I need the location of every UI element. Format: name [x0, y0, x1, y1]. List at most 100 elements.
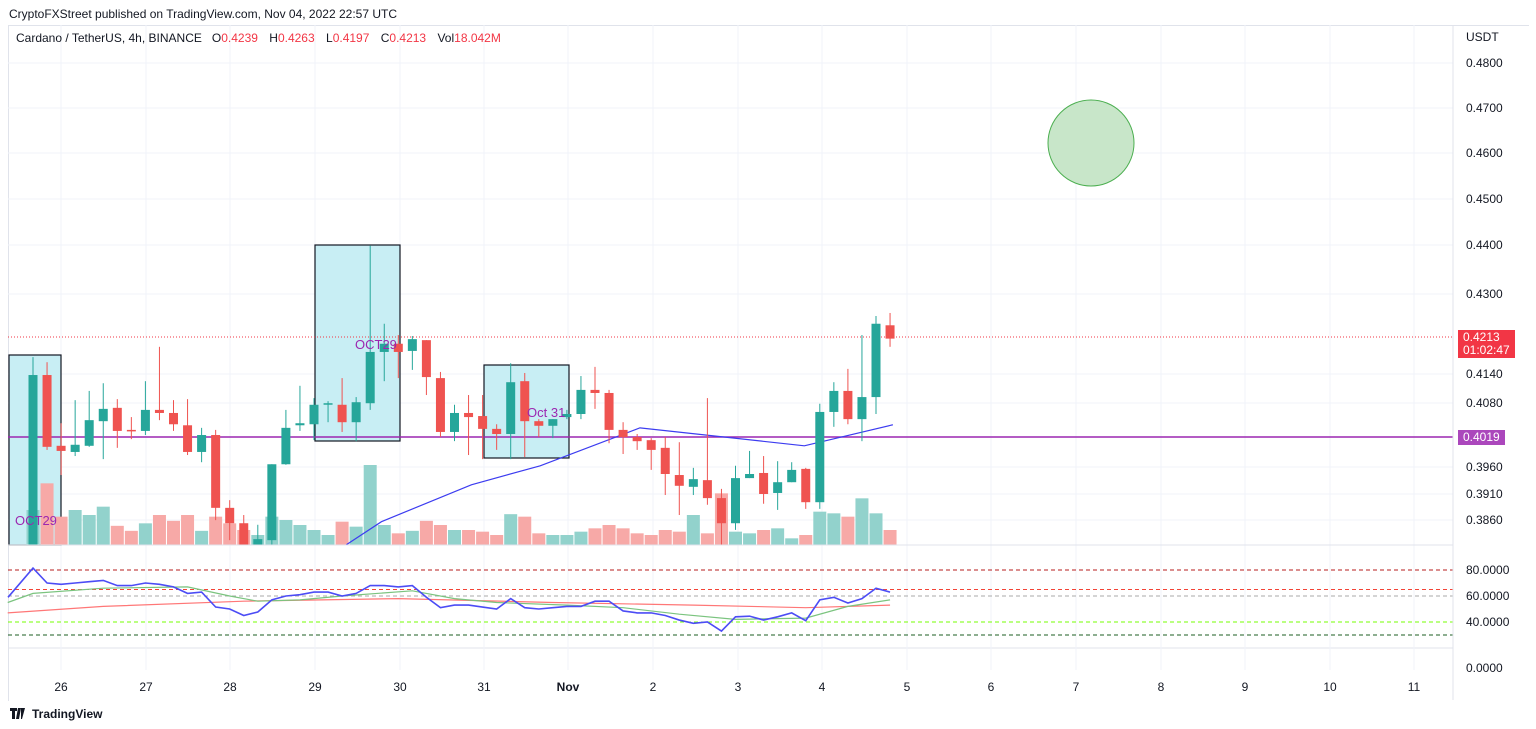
candle-body: [365, 351, 375, 404]
volume-bar: [644, 535, 658, 545]
volume-bar: [546, 535, 560, 545]
candle-body: [225, 507, 235, 524]
volume-bar: [785, 538, 799, 545]
candle-body: [871, 323, 881, 398]
candle-body: [731, 478, 740, 524]
date-tick-label: 10: [1323, 680, 1337, 694]
candle-body: [534, 421, 544, 426]
price-tick-label: 0.4700: [1466, 101, 1503, 115]
volume-bar: [68, 510, 82, 545]
date-tick-label: 7: [1072, 680, 1080, 694]
rsi-line: [7, 566, 891, 633]
brand-name: TradingView: [32, 707, 103, 721]
candle-body: [379, 343, 389, 352]
candle-body: [801, 468, 811, 503]
rsi-tick-label: 40.0000: [1466, 615, 1510, 629]
tradingview-logo[interactable]: TradingView: [10, 707, 102, 721]
volume-bar: [518, 516, 532, 545]
date-tick-label: 5: [903, 680, 911, 694]
price-tick-label: 0.4300: [1466, 287, 1503, 301]
volume-bar: [138, 523, 152, 545]
box1-label: OCT29: [15, 513, 57, 528]
candle-body: [393, 343, 403, 352]
volume-bar: [321, 535, 335, 545]
candle-body: [618, 429, 628, 438]
date-tick-label: 4: [818, 680, 826, 694]
date-tick-label: Nov: [556, 680, 580, 694]
candle-body: [295, 423, 305, 426]
low-value: 0.4197: [332, 31, 370, 45]
volume-bar: [293, 525, 307, 545]
target-circle: [1047, 99, 1135, 187]
box3-label: Oct 31: [527, 405, 566, 420]
candle-body: [548, 419, 558, 426]
date-tick-label: 2: [649, 680, 657, 694]
volume-bar: [743, 533, 757, 545]
candle-body: [239, 523, 249, 545]
candle-body: [576, 389, 586, 414]
rsi-tick-label: 80.0000: [1466, 563, 1510, 577]
volume-bar: [588, 528, 602, 545]
candle-body: [674, 475, 684, 486]
volume-bar: [827, 513, 841, 545]
bar-countdown: 01:02:47: [1463, 343, 1510, 357]
candle-body: [478, 416, 488, 429]
candle-body: [590, 389, 600, 393]
volume-bar: [855, 498, 869, 545]
candle-body: [323, 403, 333, 405]
candle-body: [267, 464, 277, 541]
volume-bar: [40, 483, 54, 545]
price-tick-label: 0.4080: [1466, 396, 1503, 410]
date-tick-label: 29: [308, 680, 322, 694]
candle-body: [646, 440, 656, 450]
volume-bar: [799, 535, 813, 545]
open-value: 0.4239: [221, 31, 258, 45]
volume-bar: [462, 530, 476, 545]
candle-body: [309, 404, 319, 425]
candle-body: [506, 382, 516, 434]
tradingview-logo-icon: [10, 708, 25, 719]
candle-body: [112, 407, 122, 431]
volume-bar: [195, 530, 209, 545]
candle-body: [154, 409, 164, 413]
high-label: H: [269, 31, 278, 45]
date-tick-label: 30: [393, 680, 407, 694]
candle-body: [815, 411, 825, 503]
candle-body: [843, 390, 853, 420]
candle-body: [604, 392, 614, 430]
price-tick-label: 0.4800: [1466, 56, 1503, 70]
volume-bar: [630, 533, 644, 545]
volume-bar: [532, 533, 546, 545]
volume-bar: [841, 516, 855, 545]
date-tick-label: 27: [139, 680, 153, 694]
candle-body: [140, 409, 150, 431]
volume-bar: [181, 515, 195, 545]
volume-bar: [658, 530, 672, 545]
candle-body: [98, 408, 108, 422]
volume-bar: [209, 516, 223, 545]
price-tick-label: 0.4400: [1466, 238, 1503, 252]
volume-bar: [813, 511, 827, 545]
volume-bar: [167, 520, 180, 545]
symbol-name: Cardano / TetherUS, 4h, BINANCE: [16, 31, 202, 45]
last-price-value: 0.4213: [1463, 330, 1500, 344]
date-tick-label: 11: [1407, 680, 1421, 694]
date-tick-label: 28: [223, 680, 237, 694]
candles: [28, 245, 895, 545]
volume-label: Vol: [437, 31, 455, 45]
volume-bar: [96, 506, 110, 545]
volume-bar: [391, 533, 405, 545]
candle-body: [450, 412, 459, 432]
candle-body: [716, 498, 726, 524]
price-tick-label: 0.3910: [1466, 487, 1503, 501]
volume-bars: [26, 465, 897, 545]
volume-bar: [771, 528, 785, 545]
rsi-ma-green-line: [7, 586, 891, 621]
volume-bar: [602, 525, 616, 545]
volume-bar: [419, 520, 433, 545]
volume-bar: [883, 530, 897, 545]
volume-bar: [405, 530, 419, 545]
volume-bar: [363, 465, 377, 545]
candle-body: [660, 447, 670, 474]
